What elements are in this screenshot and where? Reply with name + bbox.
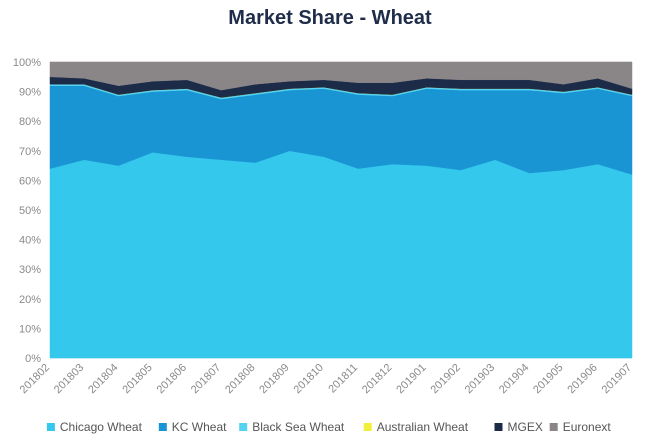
legend-label-chicago-wheat: Chicago Wheat xyxy=(60,420,143,434)
area-chicago-wheat xyxy=(49,150,633,359)
area-series xyxy=(49,61,633,359)
legend-label-australian-wheat: Australian Wheat xyxy=(377,420,469,434)
x-tick-label: 201807 xyxy=(189,362,223,396)
x-tick-label: 201901 xyxy=(394,362,428,396)
legend-swatch-chicago-wheat xyxy=(46,423,55,431)
y-tick-label: 60% xyxy=(19,175,41,187)
y-tick-label: 0% xyxy=(25,353,41,365)
x-tick-label: 201804 xyxy=(86,362,120,396)
legend-swatch-mgex xyxy=(494,423,503,431)
y-tick-label: 70% xyxy=(19,146,41,158)
legend-swatch-black-sea-wheat xyxy=(239,423,248,431)
x-tick-label: 201905 xyxy=(531,362,565,396)
area-euronext xyxy=(49,61,633,91)
legend-label-kc-wheat: KC Wheat xyxy=(172,420,227,434)
x-tick-label: 201906 xyxy=(565,362,599,396)
x-tick-label: 201806 xyxy=(155,362,189,396)
x-tick-label: 201904 xyxy=(497,362,531,396)
y-tick-label: 10% xyxy=(19,323,41,335)
x-tick-label: 201812 xyxy=(360,362,394,396)
y-tick-label: 50% xyxy=(19,205,41,217)
x-tick-label: 201811 xyxy=(326,362,360,396)
legend-label-euronext: Euronext xyxy=(563,420,612,434)
y-tick-label: 20% xyxy=(19,294,41,306)
legend-label-mgex: MGEX xyxy=(508,420,543,434)
legend-swatch-euronext xyxy=(549,423,558,431)
x-tick-label: 201907 xyxy=(600,362,634,396)
x-tick-label: 201805 xyxy=(120,362,154,396)
x-tick-label: 201808 xyxy=(223,362,257,396)
y-tick-label: 100% xyxy=(13,57,41,69)
x-tick-label: 201802 xyxy=(18,362,52,396)
legend: Chicago Wheat KC Wheat Black Sea Wheat Aust… xyxy=(46,420,612,434)
legend-swatch-australian-wheat xyxy=(363,423,372,431)
y-tick-label: 40% xyxy=(19,235,41,247)
x-tick-label: 201803 xyxy=(52,362,86,396)
x-tick-label: 201902 xyxy=(428,362,462,396)
x-tick-label: 201903 xyxy=(463,362,497,396)
y-axis-ticks: 0% 10% 20% 30% 40% 50% 60% 70% 80% 90% 100% xyxy=(13,57,41,365)
x-tick-label: 201809 xyxy=(257,362,291,396)
legend-label-black-sea-wheat: Black Sea Wheat xyxy=(252,420,345,434)
y-tick-label: 30% xyxy=(19,264,41,276)
chart-title: Market Share - Wheat xyxy=(228,7,432,29)
x-axis-ticks: 201802 201803 201804 201805 201806 201807 2018… xyxy=(18,362,634,396)
y-tick-label: 90% xyxy=(19,87,41,99)
y-tick-label: 80% xyxy=(19,116,41,128)
x-tick-label: 201810 xyxy=(292,362,326,396)
legend-swatch-kc-wheat xyxy=(158,423,167,431)
